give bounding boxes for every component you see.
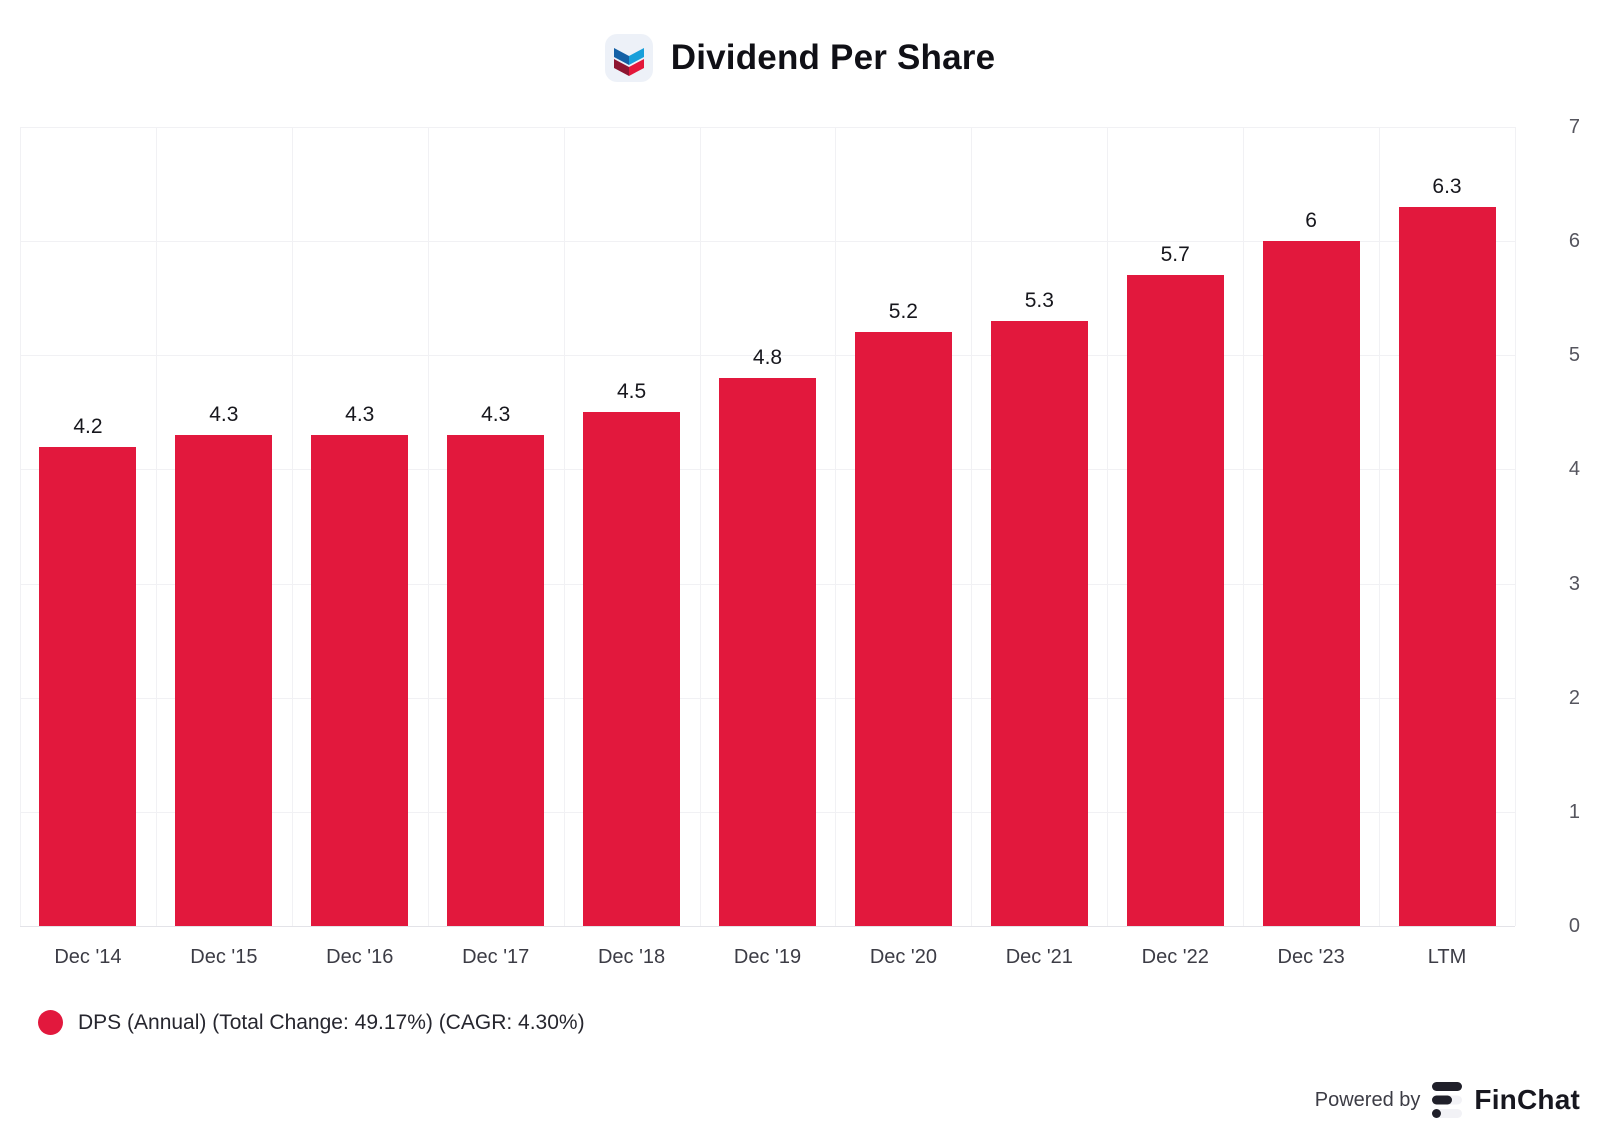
y-tick-label-1: 1 [1568,800,1580,823]
bar-dec-14[interactable] [39,446,137,926]
bar-dec-19[interactable] [719,378,816,926]
x-tick-label-dec-19: Dec '19 [733,946,802,968]
v-gridline-9 [1243,127,1245,926]
bar-value-label-ltm: 6.3 [1432,174,1462,198]
h-gridline-7 [20,127,1515,128]
h-gridline-0 [20,926,1515,927]
bar-value-label-dec-16: 4.3 [345,403,375,427]
x-tick-label-dec-23: Dec '23 [1277,946,1345,968]
x-tick-label-dec-14: Dec '14 [54,946,122,968]
bar-value-label-dec-19: 4.8 [752,346,783,370]
bar-value-label-dec-23: 6 [1305,209,1317,233]
y-tick-label-2: 2 [1568,686,1580,709]
powered-by-text: Powered by [1314,1088,1421,1111]
v-gridline-2 [291,127,293,926]
bar-value-label-dec-14: 4.2 [73,414,103,438]
h-gridline-6 [20,241,1515,243]
chevron-logo-icon [613,48,644,76]
bar-dec-15[interactable] [175,435,273,926]
x-tick-label-dec-20: Dec '20 [869,946,937,968]
legend-label: DPS (Annual) (Total Change: 49.17%) (CAG… [78,1010,585,1034]
v-gridline-3 [427,127,429,926]
x-tick-label-dec-15: Dec '15 [190,946,258,968]
h-gridline-5 [20,355,1515,357]
bar-ltm[interactable] [1398,206,1496,926]
x-tick-label-dec-22: Dec '22 [1141,946,1209,968]
v-gridline-0 [20,127,21,926]
page-title: Dividend Per Share [670,38,996,77]
v-gridline-11 [1515,127,1516,926]
v-gridline-8 [1107,127,1109,926]
bar-value-label-dec-15: 4.3 [209,403,239,427]
bar-dec-18[interactable] [583,412,681,926]
bar-value-label-dec-22: 5.7 [1160,243,1190,267]
v-gridline-5 [699,127,701,926]
bar-dec-21[interactable] [990,321,1088,926]
y-tick-label-0: 0 [1568,915,1580,937]
y-tick-label-3: 3 [1568,572,1580,595]
v-gridline-6 [835,127,837,926]
bar-dec-16[interactable] [311,435,409,926]
bar-dec-20[interactable] [854,332,952,926]
bar-value-label-dec-21: 5.3 [1024,289,1054,313]
x-tick-label-dec-18: Dec '18 [597,946,666,968]
x-tick-label-dec-16: Dec '16 [326,946,394,968]
bar-dec-22[interactable] [1126,275,1224,926]
chart-header: Dividend Per Share [0,34,1600,82]
x-tick-label-dec-17: Dec '17 [462,946,530,968]
bar-dec-17[interactable] [447,435,545,926]
y-tick-label-6: 6 [1568,230,1580,253]
finchat-logo-icon [1432,1082,1463,1118]
bar-dec-23[interactable] [1262,241,1360,926]
plot-area: 4.2 4.3 4.3 4.3 4.5 4.8 5.2 5.3 5.7 6 6.3 [20,127,1516,927]
finchat-brand[interactable]: FinChat [1474,1084,1580,1115]
bar-value-label-dec-17: 4.3 [481,403,511,427]
v-gridline-7 [971,127,973,926]
v-gridline-4 [563,127,565,926]
footer: Powered by FinChat [1315,1080,1580,1120]
bar-value-label-dec-18: 4.5 [616,380,647,404]
y-tick-label-4: 4 [1568,458,1580,481]
legend-marker-dot [38,1010,63,1035]
v-gridline-10 [1379,127,1381,926]
chevron-logo-badge [604,34,653,82]
x-tick-label-ltm: LTM [1427,946,1467,968]
x-tick-label-dec-21: Dec '21 [1005,946,1073,968]
bar-value-label-dec-20: 5.2 [888,300,918,324]
v-gridline-1 [155,127,157,926]
y-tick-label-5: 5 [1568,344,1580,367]
legend-item-dps[interactable]: DPS (Annual) (Total Change: 49.17%) (CAG… [38,1010,585,1035]
y-tick-label-7: 7 [1568,116,1580,138]
